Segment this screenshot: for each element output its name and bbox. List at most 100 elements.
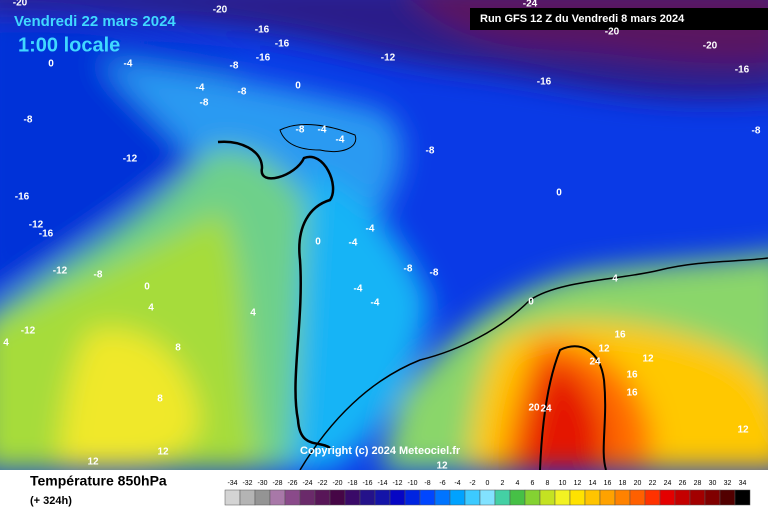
legend-swatch: [599, 489, 616, 506]
contour-label: -16: [255, 25, 270, 36]
contour-label: -20: [605, 27, 620, 38]
legend-swatch: [644, 489, 661, 506]
contour-label: -4: [318, 125, 327, 136]
legend-swatch: [734, 489, 751, 506]
legend-tick-label: 16: [604, 480, 612, 487]
legend-swatch: [494, 489, 511, 506]
legend-swatch: [419, 489, 436, 506]
legend-tick-label: -10: [407, 480, 417, 487]
legend-swatch: [464, 489, 481, 506]
contour-label: 4: [612, 274, 618, 285]
contour-label: -4: [366, 224, 375, 235]
legend-swatch: [389, 489, 406, 506]
legend-swatch: [404, 489, 421, 506]
legend-swatch: [359, 489, 376, 506]
contour-label: -16: [275, 39, 290, 50]
legend-swatch: [614, 489, 631, 506]
contour-label: 0: [295, 81, 301, 92]
contour-label: -16: [537, 77, 552, 88]
legend-swatch: [584, 489, 601, 506]
contour-label: 12: [436, 461, 448, 472]
legend-swatch: [314, 489, 331, 506]
contour-label: -12: [123, 154, 138, 165]
legend-swatch: [329, 489, 346, 506]
valid-time: 1:00 locale: [18, 34, 120, 56]
legend-swatch: [539, 489, 556, 506]
contour-label: -20: [703, 41, 718, 52]
contour-label: -8: [404, 264, 413, 275]
contour-label: 12: [642, 354, 654, 365]
legend-swatch: [554, 489, 571, 506]
contour-label: 12: [87, 457, 99, 468]
legend-tick-label: -24: [302, 480, 312, 487]
contour-label: -8: [238, 87, 247, 98]
legend-swatch: [569, 489, 586, 506]
contour-label: -16: [15, 192, 30, 203]
contour-label: -16: [735, 65, 750, 76]
contour-label: 0: [48, 59, 54, 70]
legend-tick-label: -14: [377, 480, 387, 487]
contour-label: -4: [196, 83, 205, 94]
contour-label: -12: [29, 220, 44, 231]
legend-tick-label: 4: [516, 480, 520, 487]
contour-label: 0: [528, 297, 534, 308]
legend-tick-label: 0: [486, 480, 490, 487]
legend-tick-label: -22: [317, 480, 327, 487]
contour-label: 24: [540, 404, 552, 415]
legend-tick-label: 22: [649, 480, 657, 487]
contour-label: 20: [528, 403, 540, 414]
contour-label: 4: [148, 303, 154, 314]
legend-tick-label: 30: [709, 480, 717, 487]
contour-label: -8: [296, 125, 305, 136]
legend-tick-label: -20: [332, 480, 342, 487]
legend-swatch: [239, 489, 256, 506]
legend-tick-label: 10: [559, 480, 567, 487]
contour-label: -12: [381, 53, 396, 64]
legend-tick-label: -30: [257, 480, 267, 487]
contour-label: -12: [21, 326, 36, 337]
legend-tick-label: 14: [589, 480, 597, 487]
contour-label: -20: [213, 5, 228, 16]
legend-swatch: [659, 489, 676, 506]
legend-swatch: [509, 489, 526, 506]
contour-label: -8: [24, 115, 33, 126]
contour-label: 0: [144, 282, 150, 293]
contour-label: 4: [3, 338, 9, 349]
contour-label: -20: [13, 0, 28, 9]
legend-tick-label: -6: [439, 480, 445, 487]
contour-label: 16: [614, 330, 626, 341]
legend-tick-label: 8: [546, 480, 550, 487]
legend-tick-label: -4: [454, 480, 460, 487]
contour-label: -8: [94, 270, 103, 281]
contour-label: -8: [752, 126, 761, 137]
contour-label: -24: [523, 0, 538, 10]
legend-swatch: [524, 489, 541, 506]
legend-tick-label: 20: [634, 480, 642, 487]
contour-label: -8: [200, 98, 209, 109]
legend-swatch: [704, 489, 721, 506]
contour-label: -16: [39, 229, 54, 240]
legend-tick-label: 6: [531, 480, 535, 487]
run-box: [470, 8, 768, 30]
legend-tick-label: -32: [242, 480, 252, 487]
contour-label: -16: [256, 53, 271, 64]
legend-swatch: [224, 489, 241, 506]
legend-tick-label: -16: [362, 480, 372, 487]
legend-tick-label: 26: [679, 480, 687, 487]
legend-swatch: [284, 489, 301, 506]
legend-swatch: [449, 489, 466, 506]
contour-label: 8: [157, 394, 163, 405]
valid-date: Vendredi 22 mars 2024: [14, 13, 176, 30]
contour-label: 16: [626, 388, 638, 399]
legend-tick-label: 24: [664, 480, 672, 487]
contour-label: -8: [430, 268, 439, 279]
legend-tick-label: -8: [424, 480, 430, 487]
legend-swatch: [344, 489, 361, 506]
contour-label: -4: [354, 284, 363, 295]
lead-time: (+ 324h): [30, 495, 72, 507]
contour-label: -8: [230, 61, 239, 72]
field-title: Température 850hPa: [30, 473, 167, 489]
contour-label: 24: [589, 357, 601, 368]
run-info: Run GFS 12 Z du Vendredi 8 mars 2024: [480, 13, 685, 25]
